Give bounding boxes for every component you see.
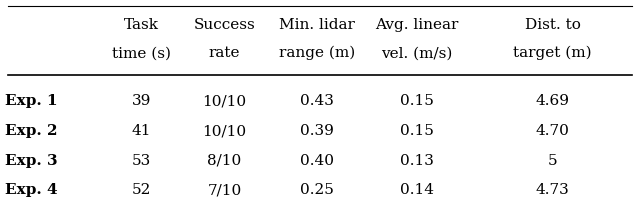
Text: rate: rate bbox=[209, 46, 240, 60]
Text: 0.39: 0.39 bbox=[300, 124, 333, 138]
Text: 10/10: 10/10 bbox=[202, 94, 246, 108]
Text: 10/10: 10/10 bbox=[202, 124, 246, 138]
Text: 41: 41 bbox=[132, 124, 151, 138]
Text: Exp. 2: Exp. 2 bbox=[4, 124, 57, 138]
Text: Dist. to: Dist. to bbox=[525, 18, 580, 32]
Text: Exp. 4: Exp. 4 bbox=[4, 183, 57, 197]
Text: Min. lidar: Min. lidar bbox=[279, 18, 355, 32]
Text: 53: 53 bbox=[132, 154, 151, 168]
Text: 4.69: 4.69 bbox=[536, 94, 570, 108]
Text: range (m): range (m) bbox=[278, 46, 355, 60]
Text: 0.14: 0.14 bbox=[400, 183, 434, 197]
Text: 8/10: 8/10 bbox=[207, 154, 241, 168]
Text: 0.13: 0.13 bbox=[400, 154, 434, 168]
Text: target (m): target (m) bbox=[513, 46, 592, 60]
Text: 4.73: 4.73 bbox=[536, 183, 570, 197]
Text: Task: Task bbox=[124, 18, 159, 32]
Text: 0.25: 0.25 bbox=[300, 183, 333, 197]
Text: Exp. 3: Exp. 3 bbox=[4, 154, 57, 168]
Text: 0.43: 0.43 bbox=[300, 94, 333, 108]
Text: 7/10: 7/10 bbox=[207, 183, 241, 197]
Text: 0.15: 0.15 bbox=[400, 124, 434, 138]
Text: 52: 52 bbox=[132, 183, 151, 197]
Text: 39: 39 bbox=[132, 94, 151, 108]
Text: Avg. linear: Avg. linear bbox=[376, 18, 459, 32]
Text: vel. (m/s): vel. (m/s) bbox=[381, 46, 453, 60]
Text: 0.40: 0.40 bbox=[300, 154, 334, 168]
Text: Success: Success bbox=[193, 18, 255, 32]
Text: 0.15: 0.15 bbox=[400, 94, 434, 108]
Text: 4.70: 4.70 bbox=[536, 124, 570, 138]
Text: 5: 5 bbox=[548, 154, 557, 168]
Text: time (s): time (s) bbox=[112, 46, 171, 60]
Text: Exp. 1: Exp. 1 bbox=[4, 94, 57, 108]
